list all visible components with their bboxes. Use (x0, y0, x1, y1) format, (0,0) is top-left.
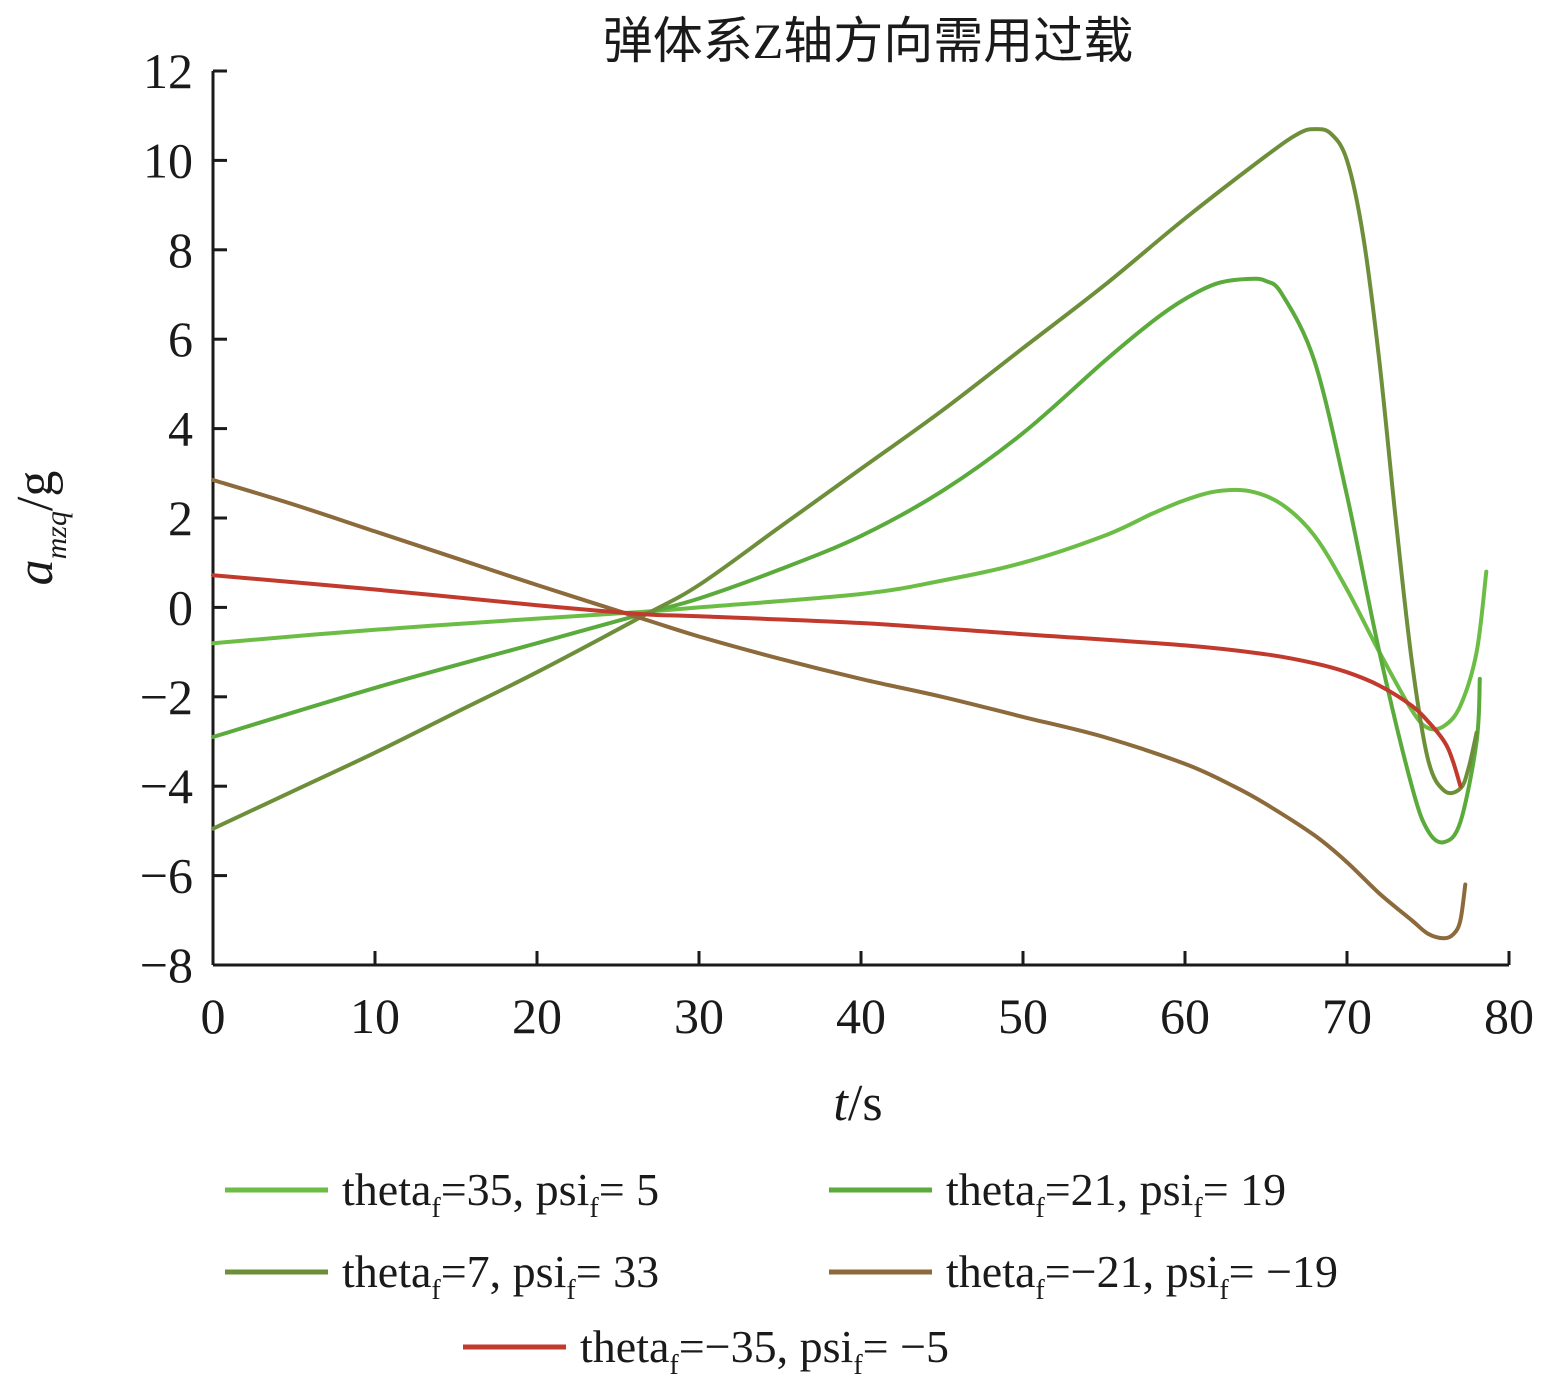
y-axis-label-unit: /g (7, 471, 64, 511)
legend-item-5: thetaf=−35, psif= −5 (463, 1321, 949, 1381)
legend-label-part: =−21, psi (1045, 1246, 1220, 1297)
x-tick-label: 70 (1322, 988, 1372, 1044)
legend-label-part: =−35, psi (679, 1321, 854, 1372)
legend-label-part: = −19 (1229, 1246, 1338, 1297)
legend-item-4: thetaf=−21, psif= −19 (829, 1246, 1338, 1306)
axes: 0 10 20 30 40 50 60 70 80 −8 −6 −4 −2 0 2 4 6 8 10 12 (140, 43, 1534, 1044)
y-tick-label: −4 (140, 758, 193, 814)
series-line-3 (211, 127, 1479, 831)
legend-label-subscript: f (1035, 1193, 1045, 1224)
legend-label-part: = 5 (599, 1164, 659, 1215)
legend-label-subscript: f (589, 1193, 599, 1224)
legend-item-3: thetaf=7, psif= 33 (225, 1246, 659, 1306)
legend-label-part: =35, psi (441, 1164, 590, 1215)
x-tick-label: 40 (836, 988, 886, 1044)
legend-label-subscript: f (1193, 1193, 1203, 1224)
x-tick-label: 30 (674, 988, 724, 1044)
legend-label: thetaf=21, psif= 19 (946, 1164, 1286, 1224)
y-tick-label: 4 (168, 401, 193, 457)
legend-label-subscript: f (431, 1275, 441, 1306)
legend-label-part: =7, psi (441, 1246, 567, 1297)
y-tick-label: 2 (168, 490, 193, 546)
legend-label-part: = 19 (1203, 1164, 1286, 1215)
series-line-4 (211, 478, 1468, 941)
legend-label-subscript: f (566, 1275, 576, 1306)
svg-text:amzq/g: amzq/g (7, 471, 73, 586)
legend-label: thetaf=7, psif= 33 (342, 1246, 659, 1306)
x-tick-label: 0 (201, 988, 226, 1044)
legend-label-part: theta (342, 1246, 431, 1297)
legend-label: thetaf=−21, psif= −19 (946, 1246, 1338, 1306)
series-line-5 (211, 573, 1463, 789)
series-line-1 (211, 487, 1489, 732)
legend-label-subscript: f (1035, 1275, 1045, 1306)
y-tick-label: −8 (140, 937, 193, 993)
x-tick-label: 10 (350, 988, 400, 1044)
legend-label-part: = −5 (863, 1321, 949, 1372)
series-line-2 (211, 276, 1482, 845)
y-tick-label: 6 (168, 311, 193, 367)
legend-label: thetaf=35, psif= 5 (342, 1164, 659, 1224)
legend-label-part: =21, psi (1045, 1164, 1194, 1215)
legend-label: thetaf=−35, psif= −5 (580, 1321, 949, 1381)
y-tick-label: −2 (140, 669, 193, 725)
legend-label-part: theta (580, 1321, 669, 1372)
x-axis-label-unit: /s (848, 1075, 883, 1132)
legend-item-1: thetaf=35, psif= 5 (225, 1164, 659, 1224)
legend: thetaf=35, psif= 5 thetaf=21, psif= 19the… (225, 1164, 1338, 1381)
legend-label-subscript: f (669, 1350, 679, 1381)
y-tick-label: 0 (168, 579, 193, 635)
x-tick-label: 50 (998, 988, 1048, 1044)
y-tick-label: 12 (143, 43, 193, 99)
y-axis-label-sub: mzq (40, 511, 73, 559)
y-tick-label: 8 (168, 222, 193, 278)
legend-label-part: theta (946, 1164, 1035, 1215)
series-layer (211, 127, 1489, 941)
chart-title: 弹体系Z轴方向需用过载 (603, 13, 1134, 69)
y-axis-label-var: a (7, 559, 64, 585)
x-tick-label: 60 (1160, 988, 1210, 1044)
x-tick-label: 80 (1484, 988, 1534, 1044)
y-axis-label: amzq/g (7, 471, 73, 586)
y-tick-label: 10 (143, 132, 193, 188)
legend-label-subscript: f (1219, 1275, 1229, 1306)
x-axis-label: t/s (833, 1075, 882, 1132)
legend-label-subscript: f (431, 1193, 441, 1224)
legend-label-part: theta (342, 1164, 431, 1215)
y-tick-label: −6 (140, 848, 193, 904)
legend-item-2: thetaf=21, psif= 19 (829, 1164, 1286, 1224)
x-axis-label-var: t (833, 1075, 849, 1132)
legend-label-subscript: f (853, 1350, 863, 1381)
legend-label-part: = 33 (576, 1246, 659, 1297)
legend-label-part: theta (946, 1246, 1035, 1297)
x-tick-label: 20 (512, 988, 562, 1044)
